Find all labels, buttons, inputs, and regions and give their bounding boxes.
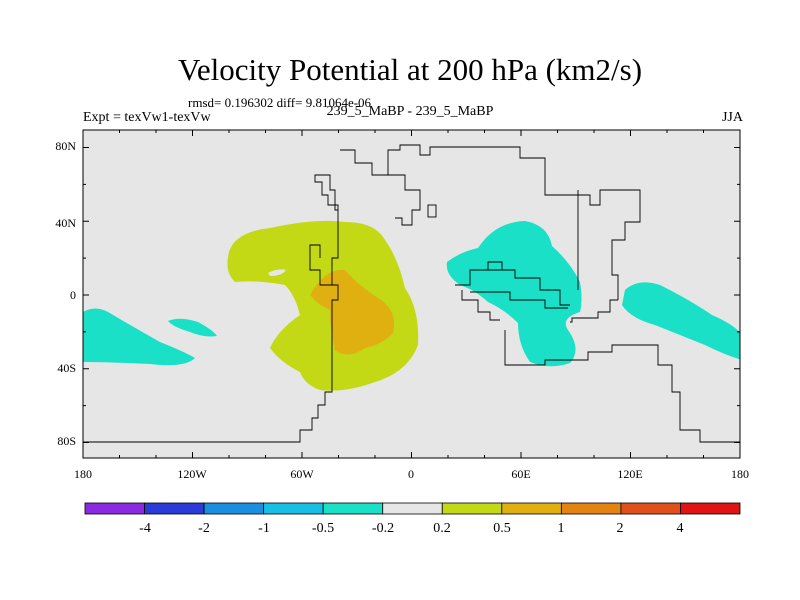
colorbar-label-9: 2	[617, 521, 624, 536]
lon-label-60w: 60W	[290, 467, 314, 481]
coastlines	[83, 144, 740, 443]
lat-label-40s: 40S	[57, 361, 76, 375]
case-label: 239_5_MaBP - 239_5_MaBP	[326, 104, 494, 119]
colorbar-label-8: 1	[558, 521, 565, 536]
colorbar-label-7: 0.5	[493, 521, 511, 536]
negative-anomaly-eastern	[446, 221, 582, 367]
lon-label-180w: 180	[74, 467, 92, 481]
negative-anomaly-streak	[168, 318, 217, 337]
lon-label-120w: 120W	[177, 467, 207, 481]
colorbar-swatch	[501, 502, 562, 515]
lon-label-120e: 120E	[617, 467, 642, 481]
colorbar-label-2: -2	[198, 521, 210, 536]
lat-label-40n: 40N	[55, 216, 76, 230]
positive-anomaly-core	[310, 269, 394, 355]
colorbar-label-10: 4	[677, 521, 684, 536]
colorbar-swatch	[144, 502, 205, 515]
negative-anomaly-west-edge	[83, 308, 195, 366]
colorbar	[84, 502, 741, 515]
lon-label-60e: 60E	[511, 467, 530, 481]
season-label: JJA	[721, 110, 743, 125]
colorbar-label-4: -0.5	[312, 521, 334, 536]
lat-label-0: 0	[70, 288, 76, 302]
map-title: Velocity Potential at 200 hPa (km2/s)	[177, 52, 643, 87]
colorbar-swatch	[441, 502, 503, 515]
colorbar-swatch	[382, 502, 443, 515]
colorbar-label-6: 0.2	[433, 521, 451, 536]
colorbar-label-5: -0.2	[372, 521, 394, 536]
rmsd-diff-stats: rmsd= 0.196302 diff= 9.81064e-06	[188, 95, 372, 110]
experiment-label: Expt = texVw1-texVw	[83, 110, 211, 125]
colorbar-swatch	[560, 502, 622, 515]
colorbar-swatch	[84, 502, 145, 515]
axis-ticks	[82, 130, 741, 458]
lat-label-80s: 80S	[57, 434, 76, 448]
colorbar-swatch	[263, 502, 324, 515]
lon-label-180e: 180	[731, 467, 749, 481]
colorbar-swatch	[322, 502, 384, 515]
negative-anomaly-pacific-east	[622, 282, 740, 360]
lon-label-0: 0	[408, 467, 414, 481]
colorbar-swatch	[203, 502, 265, 515]
colorbar-label-1: -4	[139, 521, 151, 536]
anomaly-hole	[268, 269, 286, 276]
colorbar-swatch	[680, 502, 741, 515]
lat-label-80n: 80N	[55, 139, 76, 153]
colorbar-swatch	[620, 502, 681, 515]
colorbar-label-3: -1	[258, 521, 270, 536]
